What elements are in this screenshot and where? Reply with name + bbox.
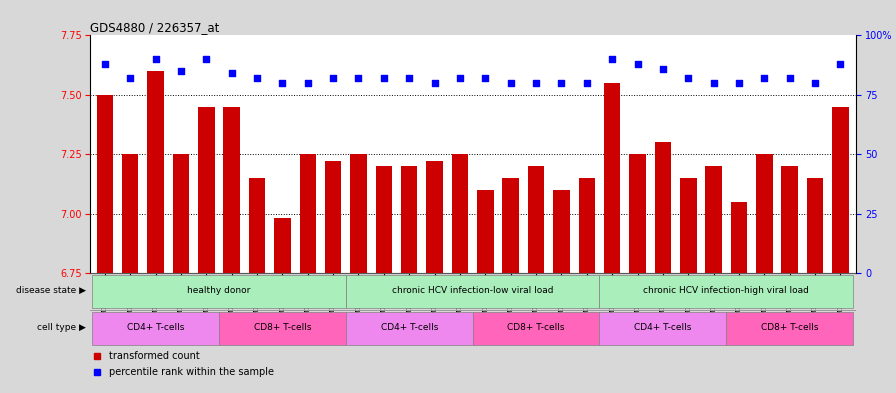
- Point: [402, 75, 417, 81]
- Point: [529, 80, 543, 86]
- Text: cell type ▶: cell type ▶: [37, 323, 86, 332]
- Bar: [604, 83, 620, 273]
- Text: chronic HCV infection-high viral load: chronic HCV infection-high viral load: [643, 286, 809, 295]
- Point: [427, 80, 442, 86]
- Text: percentile rank within the sample: percentile rank within the sample: [108, 367, 274, 376]
- Text: healthy donor: healthy donor: [187, 286, 251, 295]
- Point: [555, 80, 569, 86]
- Text: GDS4880 / 226357_at: GDS4880 / 226357_at: [90, 21, 219, 34]
- Bar: [680, 178, 696, 273]
- Point: [757, 75, 771, 81]
- Point: [376, 75, 391, 81]
- Bar: [629, 154, 646, 273]
- Text: CD4+ T-cells: CD4+ T-cells: [127, 323, 185, 332]
- Bar: [223, 107, 240, 273]
- Bar: [553, 190, 570, 273]
- Text: CD8+ T-cells: CD8+ T-cells: [507, 323, 564, 332]
- Bar: [503, 178, 519, 273]
- Point: [275, 80, 289, 86]
- Point: [452, 75, 467, 81]
- Point: [174, 68, 188, 74]
- Bar: [350, 154, 366, 273]
- Bar: [781, 166, 798, 273]
- Bar: [807, 178, 823, 273]
- Text: CD8+ T-cells: CD8+ T-cells: [254, 323, 311, 332]
- Bar: [756, 154, 772, 273]
- Point: [681, 75, 695, 81]
- Bar: [731, 202, 747, 273]
- Bar: [599, 275, 853, 308]
- Bar: [401, 166, 418, 273]
- Bar: [147, 71, 164, 273]
- Bar: [375, 166, 392, 273]
- Text: CD8+ T-cells: CD8+ T-cells: [761, 323, 818, 332]
- Point: [782, 75, 797, 81]
- Bar: [92, 275, 346, 308]
- Text: transformed count: transformed count: [108, 351, 200, 362]
- Bar: [579, 178, 595, 273]
- Bar: [122, 154, 138, 273]
- Text: disease state ▶: disease state ▶: [16, 286, 86, 295]
- Bar: [655, 142, 671, 273]
- Point: [98, 61, 112, 67]
- Text: chronic HCV infection-low viral load: chronic HCV infection-low viral load: [392, 286, 554, 295]
- Bar: [173, 154, 189, 273]
- Bar: [219, 312, 346, 345]
- Text: CD4+ T-cells: CD4+ T-cells: [634, 323, 692, 332]
- Bar: [473, 312, 599, 345]
- Point: [605, 56, 619, 62]
- Bar: [198, 107, 214, 273]
- Bar: [528, 166, 544, 273]
- Bar: [599, 312, 727, 345]
- Bar: [299, 154, 316, 273]
- Point: [326, 75, 340, 81]
- Point: [123, 75, 137, 81]
- Point: [478, 75, 493, 81]
- Bar: [97, 95, 113, 273]
- Point: [504, 80, 518, 86]
- Bar: [452, 154, 469, 273]
- Point: [225, 70, 239, 77]
- Point: [250, 75, 264, 81]
- Point: [833, 61, 848, 67]
- Point: [732, 80, 746, 86]
- Point: [808, 80, 823, 86]
- Point: [300, 80, 314, 86]
- Bar: [832, 107, 849, 273]
- Bar: [92, 312, 219, 345]
- Bar: [346, 275, 599, 308]
- Bar: [325, 161, 341, 273]
- Point: [351, 75, 366, 81]
- Point: [706, 80, 720, 86]
- Point: [580, 80, 594, 86]
- Point: [199, 56, 213, 62]
- Bar: [727, 312, 853, 345]
- Bar: [249, 178, 265, 273]
- Point: [631, 61, 645, 67]
- Bar: [274, 219, 290, 273]
- Bar: [705, 166, 722, 273]
- Text: CD4+ T-cells: CD4+ T-cells: [381, 323, 438, 332]
- Bar: [346, 312, 473, 345]
- Point: [149, 56, 163, 62]
- Point: [656, 66, 670, 72]
- Bar: [477, 190, 494, 273]
- Bar: [426, 161, 443, 273]
